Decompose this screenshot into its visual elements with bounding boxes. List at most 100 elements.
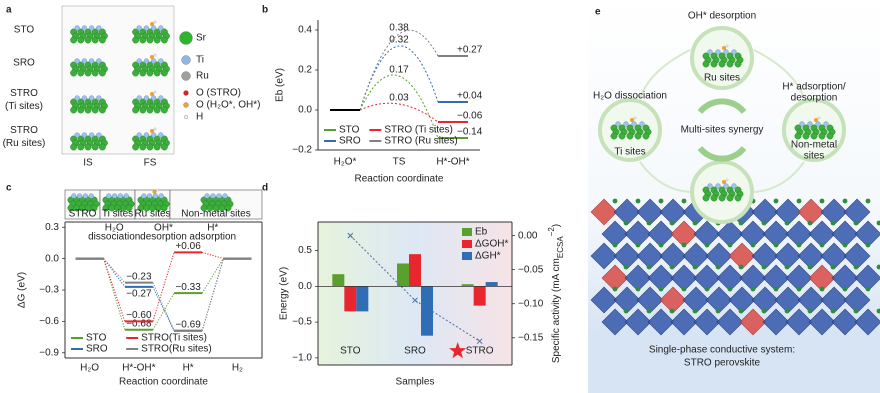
atom-sr xyxy=(146,69,154,77)
x-tick-label: H* xyxy=(183,363,194,374)
legend-label: STRO(Ru sites) xyxy=(141,344,212,355)
atom-sr xyxy=(139,143,147,151)
atom-ti xyxy=(81,58,88,64)
legend-swatch xyxy=(183,114,188,119)
panel-label: c xyxy=(6,183,12,194)
atom-ti xyxy=(81,25,88,31)
y-axis-label: Energy (eV) xyxy=(279,267,290,320)
atom-ti xyxy=(807,121,813,127)
sr-atom xyxy=(623,308,629,314)
column-label: FS xyxy=(144,158,157,169)
atom-ti xyxy=(81,132,88,138)
atom-ti xyxy=(731,49,737,55)
activity-marker xyxy=(412,297,418,304)
sr-atom xyxy=(796,198,802,204)
atom-ti xyxy=(96,58,102,64)
sr-atom xyxy=(738,220,744,226)
tick-label: 0.0 xyxy=(298,281,312,292)
value-label: 0.17 xyxy=(389,65,409,76)
octahedron xyxy=(808,308,836,336)
atom-h xyxy=(633,116,637,120)
legend-label: Ti xyxy=(196,55,204,66)
sr-atom xyxy=(669,308,675,314)
bar xyxy=(344,286,357,312)
sr-atom xyxy=(842,198,848,204)
sr-atom xyxy=(658,242,664,248)
atom-sr xyxy=(153,106,161,114)
x-axis-label: Samples xyxy=(396,377,435,388)
sr-atom xyxy=(796,286,802,292)
sr-atom xyxy=(784,220,790,226)
sr-atom xyxy=(704,286,710,292)
atom-ti xyxy=(106,193,112,199)
y2-axis-label-part: ) xyxy=(551,224,562,227)
atom-sr xyxy=(634,132,642,140)
atom-sr xyxy=(84,106,92,114)
atom-ti xyxy=(88,132,95,138)
atom-ti xyxy=(143,25,150,31)
sr-atom xyxy=(853,308,859,314)
atom-ti xyxy=(158,132,164,138)
sr-atom xyxy=(865,198,871,204)
tick-label: −1.0 xyxy=(292,352,312,363)
transition-curve xyxy=(359,74,439,139)
atom-ti xyxy=(158,193,164,199)
atomic-slab xyxy=(70,95,108,114)
atom-sr xyxy=(77,69,85,77)
value-label: −0.69 xyxy=(175,319,201,330)
tick-label: −0.6 xyxy=(39,316,59,327)
header-label: Non-metal sites xyxy=(181,209,250,220)
sr-atom xyxy=(669,220,675,226)
sr-atom xyxy=(681,198,687,204)
atom-ti xyxy=(639,121,645,127)
category-label: SRO xyxy=(404,346,426,357)
atom-ti xyxy=(96,25,102,31)
atom-sr xyxy=(70,106,78,114)
octahedron xyxy=(624,308,652,336)
atom-ti xyxy=(707,183,713,189)
legend-swatch xyxy=(179,31,193,45)
sr-atom xyxy=(715,264,721,270)
atom-sr xyxy=(77,143,85,151)
atom-sr xyxy=(826,132,834,140)
sr-atom xyxy=(865,286,871,292)
atom-ti xyxy=(799,121,805,127)
atom-ti xyxy=(96,132,102,138)
sr-atom xyxy=(727,286,733,292)
tick-label: 0.0 xyxy=(298,105,312,116)
atom-ti xyxy=(88,25,95,31)
row-label: STO xyxy=(14,25,35,36)
octahedron xyxy=(762,308,790,336)
site-caption: OH* desorption xyxy=(688,11,756,22)
value-label: 0.38 xyxy=(389,23,409,34)
connector xyxy=(152,292,175,331)
center-label: Multi-sites synergy xyxy=(681,125,764,136)
tick-label: 0.3 xyxy=(45,222,59,233)
connector xyxy=(201,258,224,331)
header-label: Ti sites xyxy=(102,209,133,220)
legend-swatch xyxy=(181,55,191,65)
atom-sr xyxy=(710,60,718,68)
atom-ti xyxy=(715,49,721,55)
atom-sr xyxy=(84,143,92,151)
cycle-arrow xyxy=(697,98,747,114)
atom-sr xyxy=(160,36,168,44)
tick-label: −0.10 xyxy=(518,298,544,309)
atom-sr xyxy=(702,60,710,68)
atom-sr xyxy=(91,36,99,44)
row-label: STRO xyxy=(10,88,38,99)
atom-ti xyxy=(111,193,118,199)
sr-atom xyxy=(842,242,848,248)
sr-atom xyxy=(830,308,836,314)
x-tick-label: TS xyxy=(393,157,406,168)
legend-label: ΔGH* xyxy=(475,251,501,262)
transition-curve xyxy=(359,102,439,123)
atom-ti xyxy=(74,58,80,64)
sr-atom xyxy=(704,242,710,248)
atomic-slab xyxy=(67,193,100,212)
x-tick-label: H*-OH* xyxy=(122,363,155,374)
x-tick-label: H*-OH* xyxy=(436,157,469,168)
atom-o xyxy=(150,129,154,133)
bar xyxy=(421,286,433,336)
atom-sr xyxy=(99,143,106,151)
